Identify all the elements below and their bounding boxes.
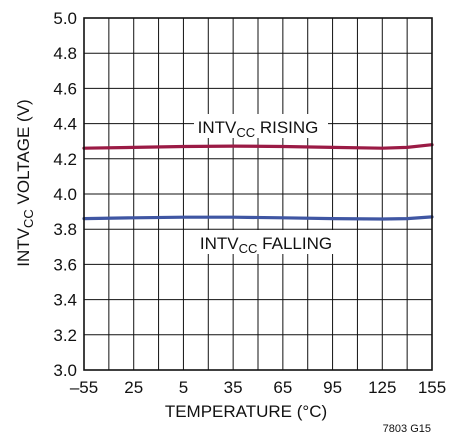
y-tick-label: 3.2	[53, 326, 77, 345]
plot-frame	[83, 17, 433, 371]
series-label-rising: INTVCC RISING	[198, 118, 319, 140]
y-axis-title: INTVCC VOLTAGE (V)	[14, 99, 36, 266]
falling-label-bg	[198, 230, 340, 254]
series-lines	[82, 143, 434, 221]
figure-id: 7803 G15	[383, 423, 431, 435]
y-tick-label: 3.0	[53, 361, 77, 380]
y-tick-label: 4.8	[53, 44, 77, 63]
y-axis-title-suffix: VOLTAGE (V)	[14, 99, 33, 209]
x-tick-labels: –55 25 5 35 65 95 125 155	[70, 378, 446, 397]
y-tick-labels: 3.0 3.2 3.4 3.6 3.8 4.0 4.2 4.4 4.6 4.8 5.0	[53, 9, 77, 380]
y-tick-label: 3.8	[53, 220, 77, 239]
grid	[84, 18, 432, 370]
y-tick-label: 5.0	[53, 9, 77, 28]
y-tick-label: 3.6	[53, 255, 77, 274]
x-tick-label: 95	[323, 378, 342, 397]
x-tick-label: 35	[224, 378, 243, 397]
x-tick-label: 65	[273, 378, 292, 397]
rising-label-bg	[194, 114, 328, 138]
x-tick-label: 25	[124, 378, 143, 397]
x-tick-label: –55	[70, 378, 98, 397]
y-tick-label: 3.4	[53, 291, 77, 310]
series-label-falling: INTVCC FALLING	[200, 234, 332, 256]
series-line-falling	[82, 215, 434, 221]
y-tick-label: 4.4	[53, 115, 77, 134]
y-axis-title-prefix: INTV	[14, 227, 33, 266]
x-tick-label: 155	[418, 378, 446, 397]
y-tick-label: 4.6	[53, 79, 77, 98]
y-axis-title-subscript: CC	[21, 209, 36, 228]
x-axis-title: TEMPERATURE (°C)	[165, 402, 327, 421]
y-tick-label: 4.2	[53, 150, 77, 169]
x-tick-label: 125	[368, 378, 396, 397]
x-tick-label: 5	[179, 378, 188, 397]
y-tick-label: 4.0	[53, 185, 77, 204]
series-line-rising	[82, 143, 434, 150]
